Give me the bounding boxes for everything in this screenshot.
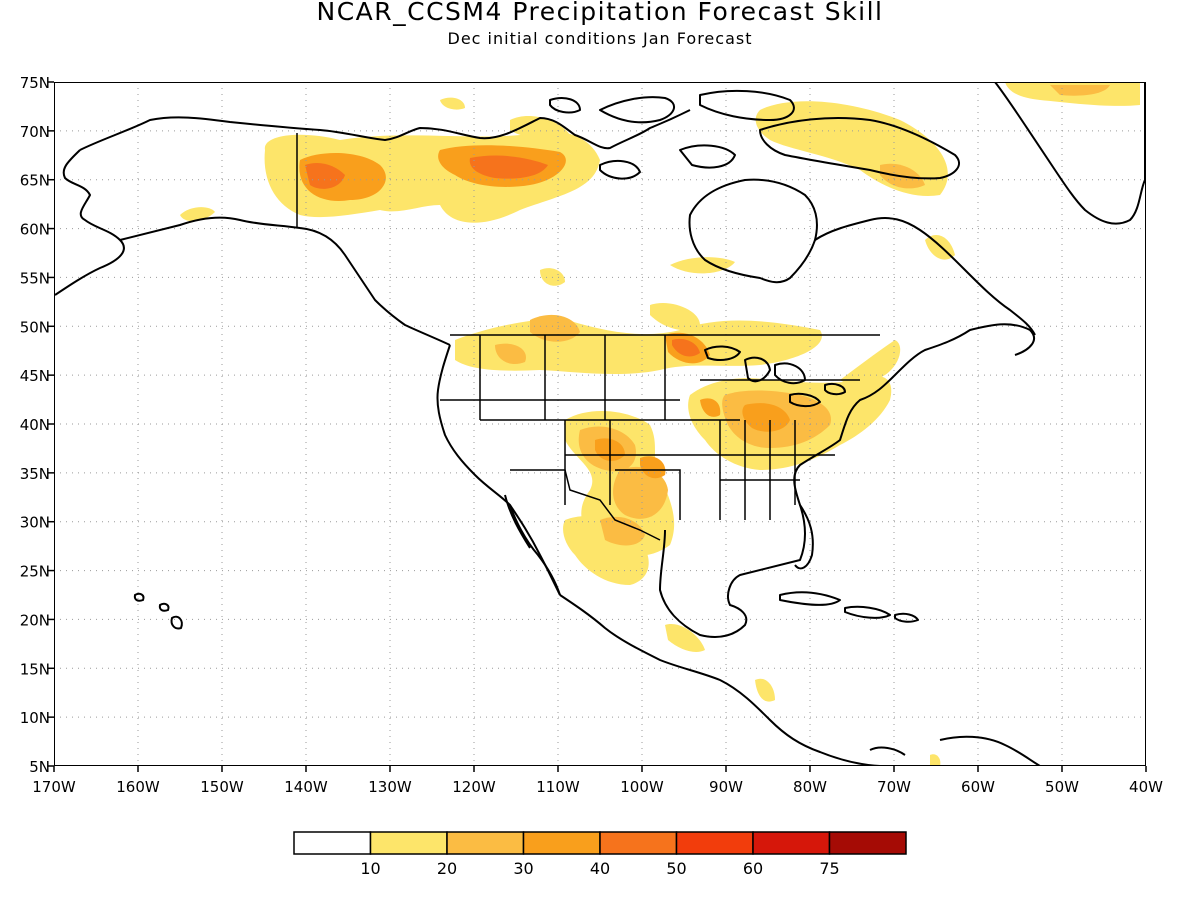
colorbar-swatch xyxy=(293,831,372,855)
lat-tick-label: 65N xyxy=(20,172,50,190)
grid-lines xyxy=(54,82,1146,766)
lon-tick-label: 110W xyxy=(536,778,580,796)
lat-tick-label: 30N xyxy=(20,514,50,532)
colorbar-labels: 10 20 30 40 50 60 75 xyxy=(360,859,839,878)
colorbar xyxy=(293,831,907,855)
lon-tick-label: 40W xyxy=(1129,778,1163,796)
lat-tick-label: 5N xyxy=(29,758,50,776)
colorbar-swatch xyxy=(522,831,601,855)
coastlines xyxy=(54,82,1146,766)
colorbar-label: 30 xyxy=(513,859,533,878)
colorbar-swatch xyxy=(599,831,678,855)
colorbar-swatch xyxy=(675,831,754,855)
colorbar-label: 10 xyxy=(360,859,380,878)
lon-tick-label: 170W xyxy=(32,778,76,796)
lon-tick-label: 50W xyxy=(1045,778,1079,796)
colorbar-swatch xyxy=(828,831,907,855)
colorbar-swatch xyxy=(369,831,448,855)
colorbar-label: 50 xyxy=(666,859,686,878)
colorbar-label: 40 xyxy=(590,859,610,878)
lon-tick-label: 100W xyxy=(620,778,664,796)
colorbar-label: 60 xyxy=(743,859,763,878)
lon-tick-label: 160W xyxy=(116,778,160,796)
lat-tick-label: 35N xyxy=(20,465,50,483)
lat-tick-label: 75N xyxy=(20,74,50,92)
lat-tick-label: 25N xyxy=(20,563,50,581)
lat-tick-label: 55N xyxy=(20,269,50,287)
lon-tick-label: 130W xyxy=(368,778,412,796)
lon-tick-label: 150W xyxy=(200,778,244,796)
lat-tick-label: 60N xyxy=(20,221,50,239)
lat-tick-label: 20N xyxy=(20,611,50,629)
lat-tick-label: 15N xyxy=(20,660,50,678)
lon-tick-label: 120W xyxy=(452,778,496,796)
map-title: NCAR_CCSM4 Precipitation Forecast Skill xyxy=(316,0,884,26)
lat-tick-label: 45N xyxy=(20,367,50,385)
axis-ticks xyxy=(48,81,1147,772)
lat-tick-label: 10N xyxy=(20,709,50,727)
political-borders xyxy=(296,133,880,541)
lon-tick-label: 90W xyxy=(709,778,743,796)
lon-tick-label: 80W xyxy=(793,778,827,796)
lat-tick-label: 70N xyxy=(20,123,50,141)
lon-tick-label: 140W xyxy=(284,778,328,796)
lat-tick-label: 50N xyxy=(20,318,50,336)
colorbar-swatch xyxy=(446,831,525,855)
colorbar-swatch xyxy=(752,831,831,855)
lon-tick-label: 60W xyxy=(961,778,995,796)
map-subtitle: Dec initial conditions Jan Forecast xyxy=(447,29,753,48)
latitude-labels: 75N 70N 65N 60N 55N 50N 45N 40N 35N 30N 25N 20N 15N 1… xyxy=(20,74,50,776)
colorbar-label: 75 xyxy=(819,859,839,878)
lat-tick-label: 40N xyxy=(20,416,50,434)
skill-shading xyxy=(180,82,1140,766)
longitude-labels: 170W 160W 150W 140W 130W 120W 110W 100W 90W 80W 70… xyxy=(32,778,1163,796)
colorbar-label: 20 xyxy=(437,859,457,878)
lon-tick-label: 70W xyxy=(877,778,911,796)
